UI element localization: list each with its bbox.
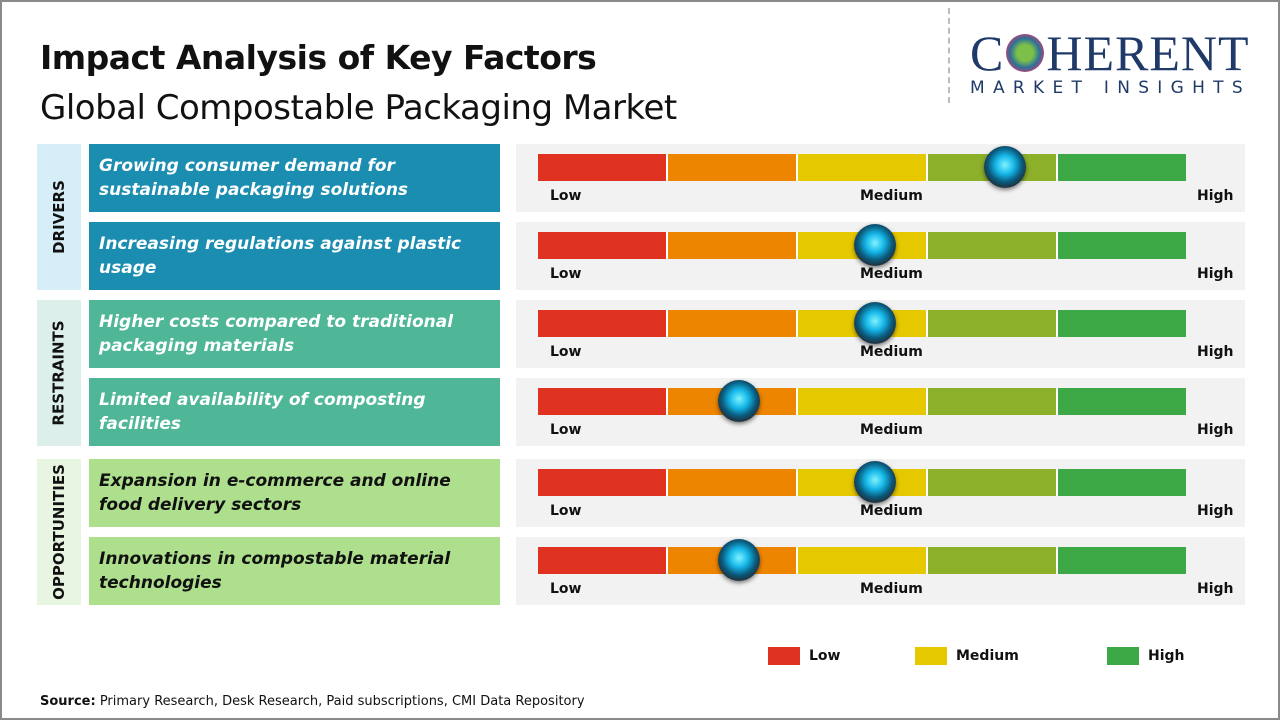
scale-segment	[1058, 154, 1186, 181]
scale-segment	[538, 154, 668, 181]
factor-label: Limited availability of composting facil…	[89, 378, 500, 446]
scale-label-high: High	[1197, 266, 1234, 282]
legend-label: High	[1148, 648, 1185, 664]
globe-icon	[1006, 34, 1045, 72]
factor-label: Higher costs compared to traditional pac…	[89, 300, 500, 368]
factor-label: Innovations in compostable material tech…	[89, 537, 500, 605]
legend-swatch	[768, 647, 800, 665]
impact-scale-bar	[538, 469, 1186, 496]
scale-label-high: High	[1197, 188, 1234, 204]
scale-segment	[1058, 388, 1186, 415]
scale-segment	[928, 388, 1058, 415]
logo-name: HERENT	[1046, 25, 1250, 81]
scale-label-low: Low	[550, 188, 582, 204]
scale-segment	[928, 469, 1058, 496]
scale-segment	[538, 388, 668, 415]
scale-segment	[538, 547, 668, 574]
scale-label-medium: Medium	[860, 422, 923, 438]
legend-swatch	[1107, 647, 1139, 665]
impact-scale-bar	[538, 547, 1186, 574]
category-drivers: DRIVERS	[37, 144, 81, 290]
scale-label-high: High	[1197, 503, 1234, 519]
legend-label: Low	[809, 648, 841, 664]
category-opportunities: OPPORTUNITIES	[37, 459, 81, 605]
source-note: Source: Primary Research, Desk Research,…	[40, 694, 585, 709]
factor-label: Expansion in e-commerce and online food …	[89, 459, 500, 527]
category-label: OPPORTUNITIES	[50, 464, 68, 600]
scale-segment	[538, 232, 668, 259]
scale-label-high: High	[1197, 344, 1234, 360]
scale-segment	[668, 154, 798, 181]
impact-gauge: Low Medium High	[516, 537, 1245, 605]
scale-segment	[1058, 547, 1186, 574]
scale-segment	[798, 388, 928, 415]
scale-segment	[538, 310, 668, 337]
impact-marker-icon	[717, 539, 760, 581]
legend-low: Low	[768, 647, 840, 665]
scale-label-medium: Medium	[860, 266, 923, 282]
divider	[948, 8, 950, 103]
scale-segment	[798, 547, 928, 574]
scale-label-low: Low	[550, 344, 582, 360]
impact-marker-icon	[717, 380, 760, 422]
impact-gauge: Low Medium High	[516, 459, 1245, 527]
factor-label: Increasing regulations against plastic u…	[89, 222, 500, 290]
impact-gauge: Low Medium High	[516, 144, 1245, 212]
scale-label-low: Low	[550, 422, 582, 438]
scale-segment	[538, 469, 668, 496]
scale-segment	[668, 469, 798, 496]
legend-swatch	[915, 647, 947, 665]
scale-segment	[928, 547, 1058, 574]
scale-segment	[1058, 310, 1186, 337]
category-label: DRIVERS	[50, 180, 69, 254]
scale-segment	[798, 154, 928, 181]
page-subtitle: Global Compostable Packaging Market	[40, 88, 677, 128]
source-text: Primary Research, Desk Research, Paid su…	[95, 694, 585, 709]
scale-segment	[668, 310, 798, 337]
impact-marker-icon	[853, 302, 896, 344]
category-label: RESTRAINTS	[50, 320, 69, 426]
scale-label-high: High	[1197, 581, 1234, 597]
scale-label-low: Low	[550, 581, 582, 597]
scale-label-low: Low	[550, 266, 582, 282]
scale-label-medium: Medium	[860, 503, 923, 519]
logo-tagline: MARKET INSIGHTS	[970, 78, 1251, 98]
scale-segment	[1058, 232, 1186, 259]
impact-gauge: Low Medium High	[516, 300, 1245, 368]
scale-label-high: High	[1197, 422, 1234, 438]
source-prefix: Source:	[40, 694, 96, 709]
page-title: Impact Analysis of Key Factors	[40, 38, 597, 77]
scale-label-medium: Medium	[860, 581, 923, 597]
impact-scale-bar	[538, 154, 1186, 181]
impact-gauge: Low Medium High	[516, 378, 1245, 446]
legend-medium: Medium	[915, 647, 1019, 665]
scale-label-low: Low	[550, 503, 582, 519]
impact-scale-bar	[538, 388, 1186, 415]
impact-gauge: Low Medium High	[516, 222, 1245, 290]
scale-segment	[928, 232, 1058, 259]
legend-label: Medium	[956, 648, 1019, 664]
impact-marker-icon	[853, 224, 896, 266]
impact-marker-icon	[853, 461, 896, 503]
logo: C HERENT MARKET INSIGHTS	[970, 25, 1260, 98]
scale-label-medium: Medium	[860, 188, 923, 204]
legend-high: High	[1107, 647, 1185, 665]
factor-label: Growing consumer demand for sustainable …	[89, 144, 500, 212]
impact-marker-icon	[983, 146, 1026, 188]
scale-segment	[668, 232, 798, 259]
scale-segment	[1058, 469, 1186, 496]
category-restraints: RESTRAINTS	[37, 300, 81, 446]
scale-label-medium: Medium	[860, 344, 923, 360]
scale-segment	[928, 310, 1058, 337]
logo-letter: C	[970, 25, 1005, 81]
